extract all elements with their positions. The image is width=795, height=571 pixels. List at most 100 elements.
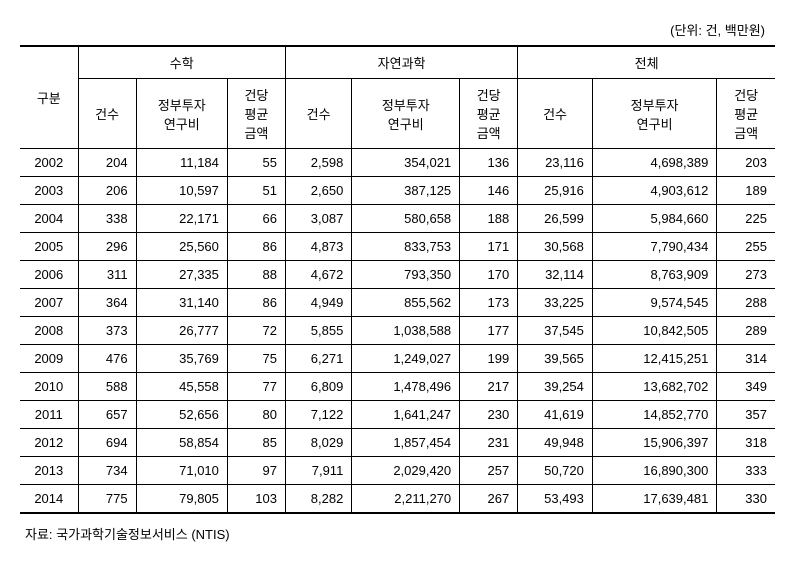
value-cell: 103	[227, 485, 285, 514]
value-cell: 267	[460, 485, 518, 514]
table-row: 201373471,010977,9112,029,42025750,72016…	[20, 457, 775, 485]
year-cell: 2011	[20, 401, 78, 429]
value-cell: 12,415,251	[592, 345, 716, 373]
value-cell: 357	[717, 401, 775, 429]
value-cell: 4,873	[285, 233, 351, 261]
value-cell: 1,249,027	[352, 345, 460, 373]
value-cell: 255	[717, 233, 775, 261]
table-row: 200220411,184552,598354,02113623,1164,69…	[20, 149, 775, 177]
value-cell: 257	[460, 457, 518, 485]
value-cell: 8,029	[285, 429, 351, 457]
value-cell: 657	[78, 401, 136, 429]
value-cell: 173	[460, 289, 518, 317]
value-cell: 33,225	[518, 289, 593, 317]
header-group-science: 자연과학	[285, 46, 517, 79]
value-cell: 4,698,389	[592, 149, 716, 177]
value-cell: 1,478,496	[352, 373, 460, 401]
value-cell: 333	[717, 457, 775, 485]
value-cell: 364	[78, 289, 136, 317]
value-cell: 35,769	[136, 345, 227, 373]
table-row: 201269458,854858,0291,857,45423149,94815…	[20, 429, 775, 457]
value-cell: 10,597	[136, 177, 227, 205]
value-cell: 206	[78, 177, 136, 205]
value-cell: 476	[78, 345, 136, 373]
value-cell: 793,350	[352, 261, 460, 289]
value-cell: 338	[78, 205, 136, 233]
value-cell: 136	[460, 149, 518, 177]
value-cell: 45,558	[136, 373, 227, 401]
value-cell: 32,114	[518, 261, 593, 289]
value-cell: 14,852,770	[592, 401, 716, 429]
year-cell: 2012	[20, 429, 78, 457]
value-cell: 72	[227, 317, 285, 345]
table-row: 200837326,777725,8551,038,58817737,54510…	[20, 317, 775, 345]
value-cell: 88	[227, 261, 285, 289]
header-avg: 건당평균금액	[460, 79, 518, 149]
value-cell: 6,271	[285, 345, 351, 373]
value-cell: 13,682,702	[592, 373, 716, 401]
value-cell: 22,171	[136, 205, 227, 233]
value-cell: 58,854	[136, 429, 227, 457]
value-cell: 373	[78, 317, 136, 345]
year-cell: 2005	[20, 233, 78, 261]
value-cell: 55	[227, 149, 285, 177]
value-cell: 50,720	[518, 457, 593, 485]
value-cell: 2,650	[285, 177, 351, 205]
value-cell: 30,568	[518, 233, 593, 261]
value-cell: 10,842,505	[592, 317, 716, 345]
value-cell: 225	[717, 205, 775, 233]
value-cell: 31,140	[136, 289, 227, 317]
value-cell: 51	[227, 177, 285, 205]
value-cell: 170	[460, 261, 518, 289]
header-avg: 건당평균금액	[717, 79, 775, 149]
table-row: 200320610,597512,650387,12514625,9164,90…	[20, 177, 775, 205]
value-cell: 16,890,300	[592, 457, 716, 485]
value-cell: 97	[227, 457, 285, 485]
year-cell: 2014	[20, 485, 78, 514]
value-cell: 289	[717, 317, 775, 345]
value-cell: 833,753	[352, 233, 460, 261]
value-cell: 5,855	[285, 317, 351, 345]
value-cell: 37,545	[518, 317, 593, 345]
value-cell: 6,809	[285, 373, 351, 401]
value-cell: 2,029,420	[352, 457, 460, 485]
value-cell: 41,619	[518, 401, 593, 429]
value-cell: 79,805	[136, 485, 227, 514]
value-cell: 387,125	[352, 177, 460, 205]
value-cell: 354,021	[352, 149, 460, 177]
year-cell: 2007	[20, 289, 78, 317]
value-cell: 77	[227, 373, 285, 401]
value-cell: 231	[460, 429, 518, 457]
value-cell: 39,254	[518, 373, 593, 401]
value-cell: 17,639,481	[592, 485, 716, 514]
header-group-math: 수학	[78, 46, 285, 79]
value-cell: 5,984,660	[592, 205, 716, 233]
year-cell: 2002	[20, 149, 78, 177]
value-cell: 4,949	[285, 289, 351, 317]
value-cell: 230	[460, 401, 518, 429]
value-cell: 1,857,454	[352, 429, 460, 457]
header-count: 건수	[518, 79, 593, 149]
header-count: 건수	[78, 79, 136, 149]
value-cell: 86	[227, 289, 285, 317]
header-count: 건수	[285, 79, 351, 149]
year-cell: 2013	[20, 457, 78, 485]
value-cell: 580,658	[352, 205, 460, 233]
value-cell: 314	[717, 345, 775, 373]
value-cell: 189	[717, 177, 775, 205]
value-cell: 1,038,588	[352, 317, 460, 345]
table-row: 200529625,560864,873833,75317130,5687,79…	[20, 233, 775, 261]
value-cell: 27,335	[136, 261, 227, 289]
header-group-total: 전체	[518, 46, 775, 79]
value-cell: 588	[78, 373, 136, 401]
value-cell: 775	[78, 485, 136, 514]
value-cell: 7,790,434	[592, 233, 716, 261]
year-cell: 2006	[20, 261, 78, 289]
table-body: 200220411,184552,598354,02113623,1164,69…	[20, 149, 775, 514]
value-cell: 25,916	[518, 177, 593, 205]
value-cell: 2,598	[285, 149, 351, 177]
table-row: 201477579,8051038,2822,211,27026753,4931…	[20, 485, 775, 514]
value-cell: 199	[460, 345, 518, 373]
value-cell: 694	[78, 429, 136, 457]
year-cell: 2010	[20, 373, 78, 401]
